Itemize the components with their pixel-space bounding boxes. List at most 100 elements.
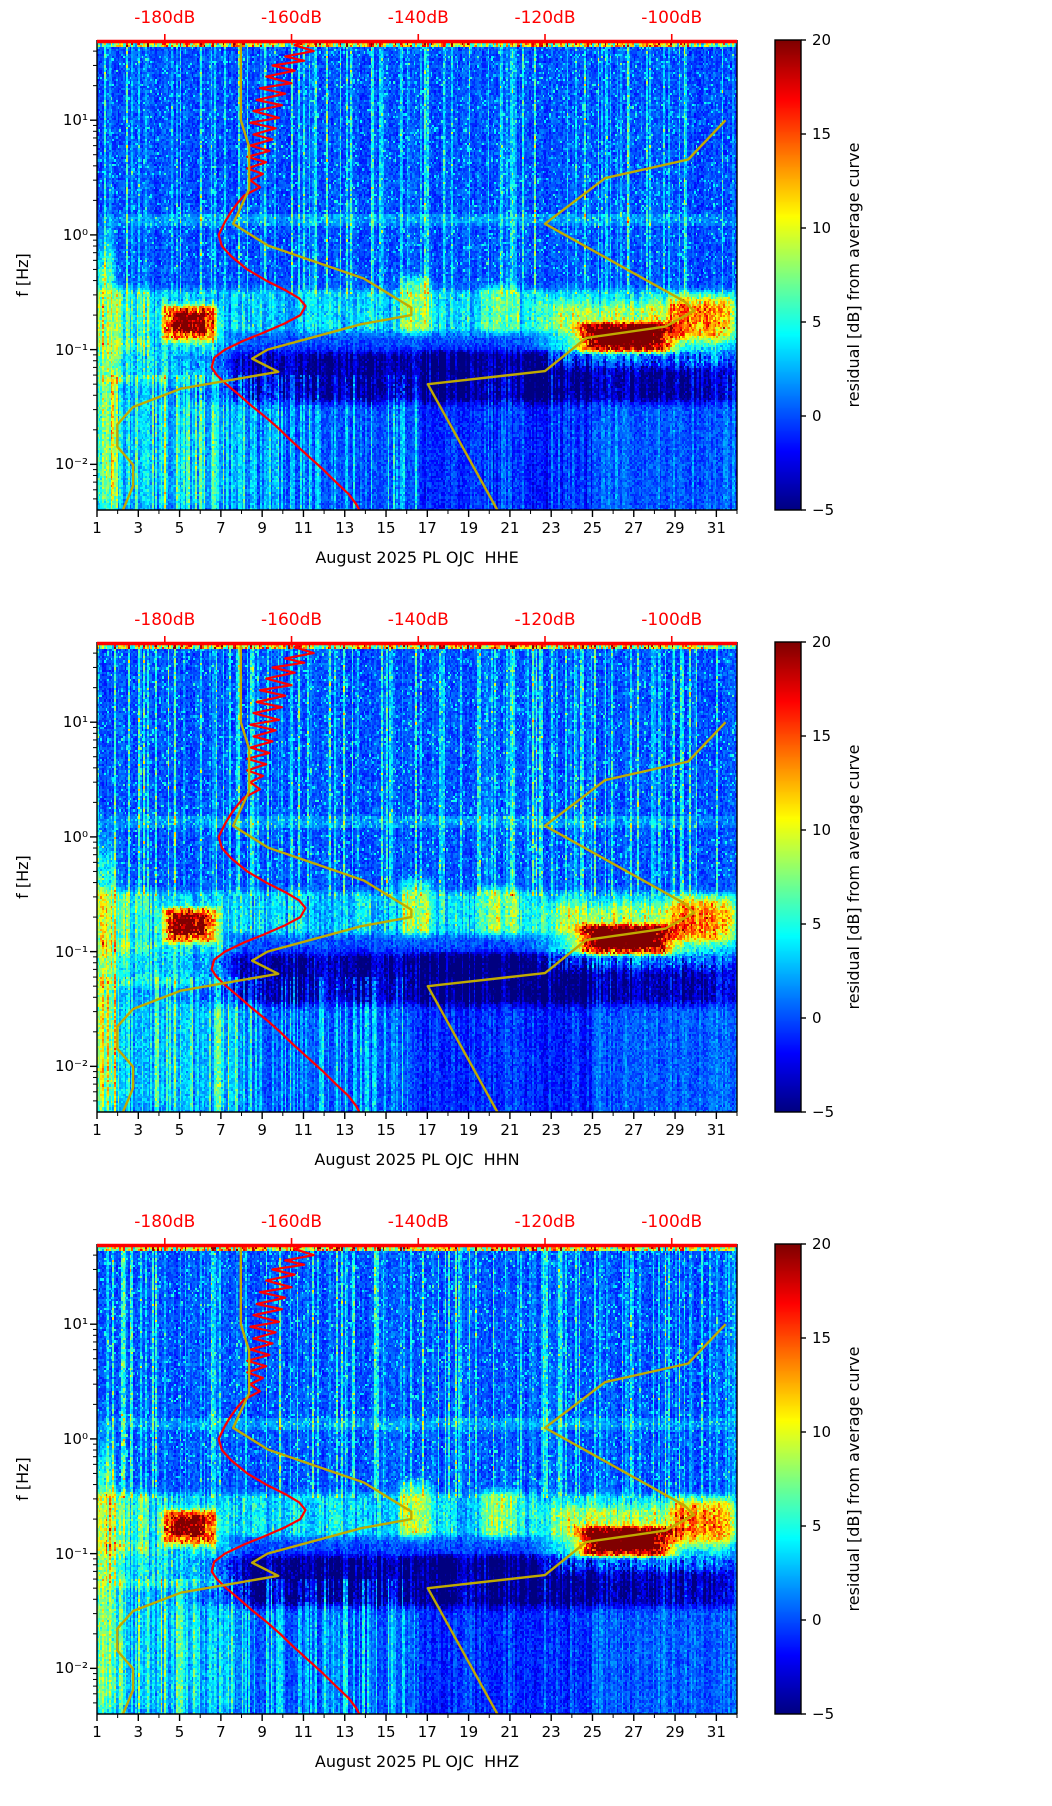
y-tick-label: 10⁻¹ bbox=[54, 340, 88, 359]
y-axis-label: f [Hz] bbox=[13, 253, 32, 297]
x-tick-label: 7 bbox=[216, 1121, 226, 1139]
colorbar-tick-label: 0 bbox=[812, 407, 822, 425]
x-tick-label: 27 bbox=[624, 1723, 644, 1741]
y-tick-label: 10¹ bbox=[62, 111, 88, 130]
top-axis-tick-label: -180dB bbox=[134, 1212, 196, 1232]
x-tick-label: 21 bbox=[500, 1723, 520, 1741]
spectrogram-panel-hhz: -180dB -160dB -140dB -120dB -100dB 10¹ 10⁰ 10⁻¹… bbox=[0, 1204, 1052, 1806]
top-axis-tick-label: -120dB bbox=[514, 610, 576, 630]
colorbar-tick-label: 10 bbox=[812, 1423, 832, 1441]
x-tick-label: 9 bbox=[257, 519, 267, 537]
y-tick-label: 10⁻² bbox=[54, 455, 88, 474]
x-tick-label: 19 bbox=[459, 519, 479, 537]
x-tick-label: 25 bbox=[582, 519, 603, 537]
x-axis-label: August 2025 PL OJC HHN bbox=[314, 1150, 520, 1169]
x-tick-label: 19 bbox=[459, 1121, 479, 1139]
tick-labels-host: -180dB -160dB -140dB -120dB -100dB 10¹ 10⁰ 10⁻¹… bbox=[0, 602, 1052, 1204]
y-tick-label: 10⁰ bbox=[62, 1429, 88, 1448]
top-axis-tick-label: -160dB bbox=[261, 1212, 323, 1232]
colorbar-tick-label: 15 bbox=[812, 125, 832, 143]
x-tick-label: 5 bbox=[174, 1723, 185, 1741]
x-tick-label: 9 bbox=[257, 1723, 267, 1741]
colorbar-tick-label: 5 bbox=[812, 1517, 822, 1535]
x-tick-label: 3 bbox=[133, 1723, 144, 1741]
x-tick-label: 5 bbox=[174, 519, 185, 537]
x-tick-label: 31 bbox=[706, 1121, 726, 1139]
y-tick-label: 10⁻¹ bbox=[54, 1544, 88, 1563]
y-tick-label: 10⁰ bbox=[62, 225, 88, 244]
x-tick-label: 15 bbox=[376, 1121, 396, 1139]
colorbar-tick-label: 20 bbox=[812, 31, 832, 49]
top-axis-tick-label: -140dB bbox=[387, 610, 449, 630]
x-tick-label: 11 bbox=[293, 519, 313, 537]
x-tick-label: 1 bbox=[92, 519, 102, 537]
x-tick-label: 7 bbox=[216, 1723, 226, 1741]
x-tick-label: 31 bbox=[706, 519, 726, 537]
x-tick-label: 3 bbox=[133, 519, 144, 537]
x-tick-label: 13 bbox=[335, 1121, 355, 1139]
x-tick-label: 29 bbox=[665, 519, 685, 537]
x-tick-label: 17 bbox=[417, 1723, 437, 1741]
top-axis-tick-label: -140dB bbox=[387, 1212, 449, 1232]
x-tick-label: 29 bbox=[665, 1121, 685, 1139]
top-axis-tick-label: -120dB bbox=[514, 8, 576, 28]
y-tick-label: 10⁰ bbox=[62, 827, 88, 846]
x-tick-label: 21 bbox=[500, 1121, 520, 1139]
x-tick-label: 11 bbox=[293, 1121, 313, 1139]
x-tick-label: 11 bbox=[293, 1723, 313, 1741]
x-tick-label: 23 bbox=[541, 1121, 561, 1139]
spectrogram-panel-hhn: -180dB -160dB -140dB -120dB -100dB 10¹ 10⁰ 10⁻¹… bbox=[0, 602, 1052, 1204]
x-tick-label: 23 bbox=[541, 1723, 561, 1741]
x-tick-label: 9 bbox=[257, 1121, 267, 1139]
top-axis-tick-label: -100dB bbox=[641, 8, 703, 28]
y-tick-label: 10¹ bbox=[62, 713, 88, 732]
colorbar-tick-label: −5 bbox=[812, 501, 835, 519]
y-tick-label: 10⁻² bbox=[54, 1659, 88, 1678]
colorbar-label: residual [dB] from average curve bbox=[844, 142, 863, 408]
tick-labels-host: -180dB -160dB -140dB -120dB -100dB 10¹ 10⁰ 10⁻¹… bbox=[0, 0, 1052, 602]
top-axis-tick-label: -100dB bbox=[641, 610, 703, 630]
y-axis-label: f [Hz] bbox=[13, 1457, 32, 1501]
colorbar-tick-label: −5 bbox=[812, 1705, 835, 1723]
spectrogram-panel-hhe: -180dB -160dB -140dB -120dB -100dB 10¹ 10⁰ 10⁻¹… bbox=[0, 0, 1052, 602]
x-tick-label: 19 bbox=[459, 1723, 479, 1741]
x-tick-label: 7 bbox=[216, 519, 226, 537]
x-tick-label: 5 bbox=[174, 1121, 185, 1139]
y-tick-label: 10⁻¹ bbox=[54, 942, 88, 961]
colorbar-tick-label: 15 bbox=[812, 727, 832, 745]
y-tick-label: 10⁻² bbox=[54, 1057, 88, 1076]
colorbar-tick-label: 15 bbox=[812, 1329, 832, 1347]
x-tick-label: 1 bbox=[92, 1723, 102, 1741]
x-tick-label: 3 bbox=[133, 1121, 144, 1139]
top-axis-tick-label: -180dB bbox=[134, 8, 196, 28]
tick-labels-host: -180dB -160dB -140dB -120dB -100dB 10¹ 10⁰ 10⁻¹… bbox=[0, 1204, 1052, 1806]
colorbar-tick-label: 0 bbox=[812, 1611, 822, 1629]
x-tick-label: 31 bbox=[706, 1723, 726, 1741]
x-tick-label: 25 bbox=[582, 1121, 603, 1139]
x-tick-label: 13 bbox=[335, 1723, 355, 1741]
top-axis-tick-label: -160dB bbox=[261, 8, 323, 28]
x-tick-label: 27 bbox=[624, 519, 644, 537]
top-axis-tick-label: -160dB bbox=[261, 610, 323, 630]
x-tick-label: 23 bbox=[541, 519, 561, 537]
top-axis-tick-label: -120dB bbox=[514, 1212, 576, 1232]
x-tick-label: 27 bbox=[624, 1121, 644, 1139]
colorbar-label: residual [dB] from average curve bbox=[844, 1346, 863, 1612]
colorbar-label: residual [dB] from average curve bbox=[844, 744, 863, 1010]
colorbar-tick-label: 20 bbox=[812, 1235, 832, 1253]
colorbar-tick-label: 20 bbox=[812, 633, 832, 651]
colorbar-tick-label: 0 bbox=[812, 1009, 822, 1027]
colorbar-tick-label: 5 bbox=[812, 313, 822, 331]
x-tick-label: 21 bbox=[500, 519, 520, 537]
x-axis-label: August 2025 PL OJC HHE bbox=[315, 548, 519, 567]
x-tick-label: 13 bbox=[335, 519, 355, 537]
top-axis-tick-label: -100dB bbox=[641, 1212, 703, 1232]
colorbar-tick-label: 5 bbox=[812, 915, 822, 933]
x-tick-label: 1 bbox=[92, 1121, 102, 1139]
y-tick-label: 10¹ bbox=[62, 1315, 88, 1334]
colorbar-tick-label: −5 bbox=[812, 1103, 835, 1121]
colorbar-tick-label: 10 bbox=[812, 219, 832, 237]
x-tick-label: 17 bbox=[417, 519, 437, 537]
x-tick-label: 15 bbox=[376, 1723, 396, 1741]
